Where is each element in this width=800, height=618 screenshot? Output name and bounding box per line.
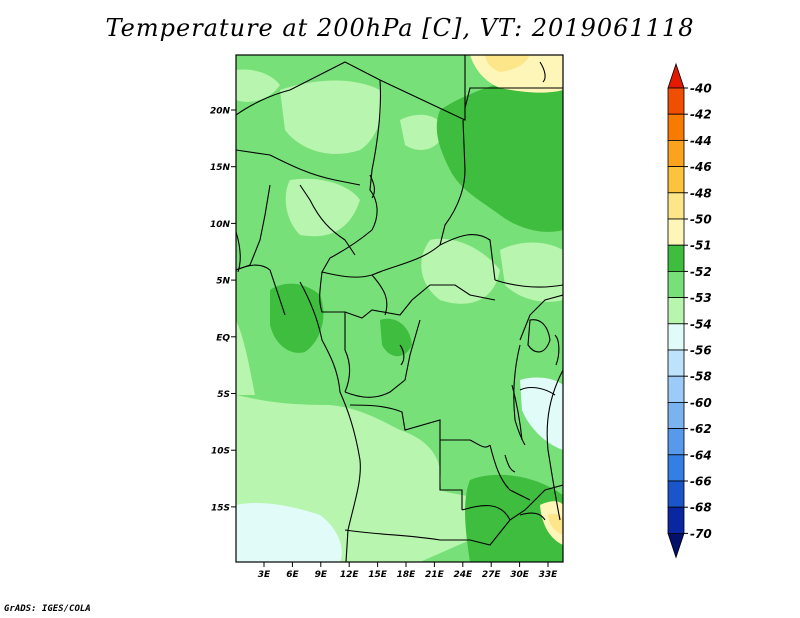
lon-tick-label: 15E: [368, 570, 388, 580]
colorbar-label: -46: [690, 160, 712, 174]
colorbar-label: -62: [690, 422, 712, 436]
field-light-region: [280, 80, 382, 154]
lon-tick-label: 33E: [539, 570, 559, 580]
field-dark-region: [380, 318, 412, 357]
colorbar-label: -58: [690, 370, 712, 384]
lat-tick-label: 20N: [210, 107, 231, 117]
colorbar-label: -50: [690, 213, 712, 227]
colorbar-swatch: [667, 270, 685, 298]
field-light-region: [421, 238, 500, 304]
field-dark-region: [270, 283, 324, 353]
credit-label: GrADS: IGES/COLA: [4, 604, 91, 614]
lat-tick-label: 10N: [210, 220, 231, 230]
colorbar-swatch: [667, 401, 685, 429]
lat-tick-label: 15N: [210, 163, 231, 173]
lat-tick-label: 5S: [217, 390, 230, 400]
lon-tick-label: 30E: [510, 570, 530, 580]
colorbar-swatch: [667, 113, 685, 141]
field-light-region: [236, 320, 255, 395]
colorbar-swatch: [667, 454, 685, 482]
map-frame: [235, 54, 564, 563]
colorbar-label: -51: [690, 239, 712, 253]
colorbar-label: -64: [690, 448, 712, 462]
colorbar-label: -48: [690, 186, 712, 200]
longitude-axis: 3E 6E 9E 12E 15E 18E 21E 24E 27E 30E 33E: [258, 562, 558, 580]
lon-tick-label: 18E: [397, 570, 417, 580]
colorbar-label: -68: [690, 501, 712, 515]
colorbar-swatch: [667, 480, 685, 508]
colorbar-swatch: [667, 375, 685, 403]
field-light-region: [285, 178, 360, 237]
lon-tick-label: 9E: [315, 570, 328, 580]
colorbar-swatch: [667, 506, 685, 534]
colorbar-label: -53: [690, 291, 712, 305]
colorbar-swatch: [667, 139, 685, 167]
colorbar-label: -70: [690, 527, 712, 541]
colorbar-swatch: [667, 87, 685, 115]
colorbar-swatch: [667, 349, 685, 377]
colorbar-label: -42: [690, 108, 712, 122]
colorbar-swatch: [667, 218, 685, 246]
map-title: Temperature at 200hPa [C], VT: 201906111…: [105, 14, 695, 42]
colorbar-swatch: [667, 166, 685, 194]
colorbar-swatch: [667, 428, 685, 456]
latitude-axis: 20N 15N 10N 5N EQ 5S 10S 15S: [210, 107, 236, 513]
colorbar-label: -44: [690, 134, 712, 148]
field-dark-region: [436, 68, 563, 232]
coastline: [236, 61, 563, 562]
temperature-field: [236, 55, 563, 562]
colorbar-label: -52: [690, 265, 712, 279]
colorbar-label: -56: [690, 344, 712, 358]
field-light-region: [236, 69, 280, 102]
colorbar-label: -60: [690, 396, 712, 410]
lat-tick-label: 10S: [211, 447, 230, 457]
lon-tick-label: 6E: [286, 570, 299, 580]
field-light-region: [400, 114, 445, 150]
field-pale-region: [236, 503, 342, 562]
lon-tick-label: 21E: [425, 570, 445, 580]
lon-tick-label: 3E: [258, 570, 271, 580]
colorbar-legend: -40 -42 -44 -46 -48 -50 -51 -52 -53 -54 -56 -58 -60 -…: [667, 62, 712, 559]
colorbar-swatch: [667, 323, 685, 351]
colorbar-bottom-arrow: [667, 533, 685, 559]
lat-tick-label: 5N: [216, 277, 230, 287]
lat-tick-label: EQ: [216, 333, 230, 343]
colorbar-swatch: [667, 192, 685, 220]
colorbar-label: -54: [690, 317, 712, 331]
lon-tick-label: 24E: [453, 570, 473, 580]
colorbar-label: -66: [690, 475, 712, 489]
colorbar-label: -40: [690, 82, 712, 96]
lat-tick-label: 15S: [211, 503, 230, 513]
colorbar-top-arrow: [667, 62, 685, 89]
colorbar-swatch: [667, 297, 685, 325]
field-warm-region: [548, 513, 563, 535]
field-warm-region: [485, 55, 530, 72]
country-borders: [236, 55, 563, 546]
colorbar-swatch: [667, 244, 685, 272]
lon-tick-label: 27E: [482, 570, 502, 580]
lon-tick-label: 12E: [340, 570, 360, 580]
